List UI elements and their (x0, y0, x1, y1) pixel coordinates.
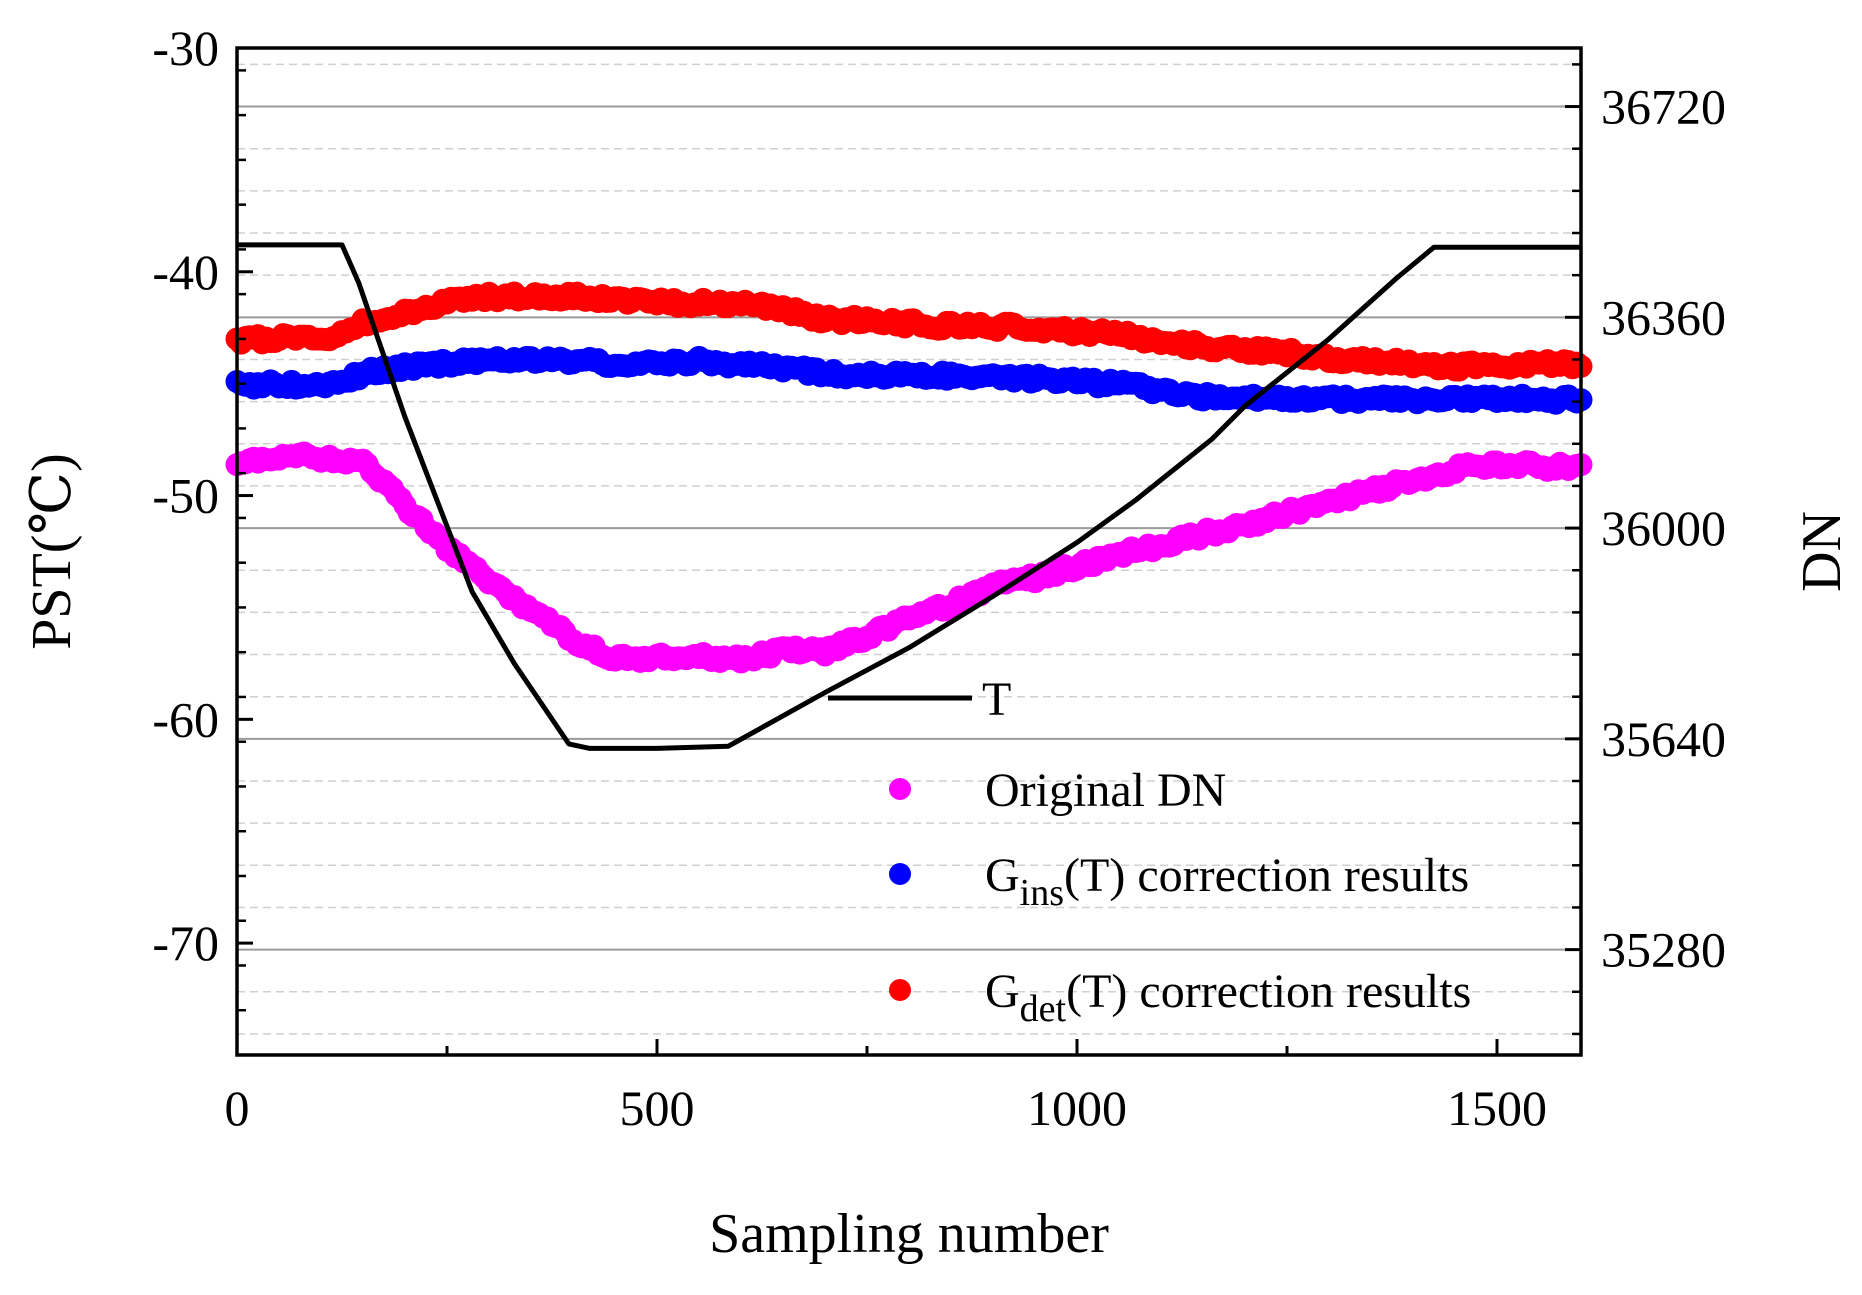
legend-gins-main: G (985, 849, 1020, 902)
right-y-tick-label: 35280 (1601, 922, 1726, 978)
series-gdet-t-correction-results (225, 281, 1593, 382)
legend: T Original DN Gins(T) correction results… (828, 673, 1471, 1030)
legend-label-gins: Gins(T) correction results (985, 849, 1469, 914)
left-y-tick-label: -50 (152, 468, 219, 524)
right-y-tick-label: 35640 (1601, 711, 1726, 767)
x-tick-label: 1000 (1027, 1080, 1127, 1136)
series-gins-t-correction-results (225, 345, 1593, 415)
x-tick-label: 1500 (1447, 1080, 1547, 1136)
legend-gins-sub: ins (1020, 872, 1064, 914)
left-y-tick-label: -70 (152, 915, 219, 971)
legend-gdet-sub: det (1020, 988, 1067, 1030)
legend-label-gdet: Gdet(T) correction results (985, 965, 1471, 1030)
right-y-axis-title: DN (1791, 511, 1853, 592)
left-y-axis-title: PST(℃) (21, 453, 83, 649)
legend-marker-original-dn (889, 778, 911, 800)
legend-label-t: T (982, 673, 1011, 726)
legend-marker-gins (889, 863, 911, 885)
right-y-tick-label: 36000 (1601, 500, 1726, 556)
x-tick-label: 0 (225, 1080, 250, 1136)
x-tick-label: 500 (620, 1080, 695, 1136)
legend-label-original-dn: Original DN (985, 764, 1226, 817)
right-y-tick-label: 36720 (1601, 79, 1726, 135)
legend-marker-gdet (889, 979, 911, 1001)
left-y-tick-label: -30 (152, 20, 219, 76)
legend-gdet-main: G (985, 965, 1020, 1018)
legend-gins-tail: (T) correction results (1064, 849, 1469, 902)
left-y-tick-label: -40 (152, 244, 219, 300)
plot-frame (235, 46, 1583, 1057)
axes: 0 500 1000 1500 -30 -40 -50 -60 -70 36720 36360 360… (152, 20, 1726, 1136)
right-y-tick-label: 36360 (1601, 289, 1726, 345)
series-t-line (237, 242, 1581, 751)
left-y-tick-label: -60 (152, 691, 219, 747)
x-axis-title: Sampling number (709, 1203, 1109, 1265)
legend-gdet-tail: (T) correction results (1066, 965, 1471, 1018)
plot-data (225, 242, 1593, 751)
